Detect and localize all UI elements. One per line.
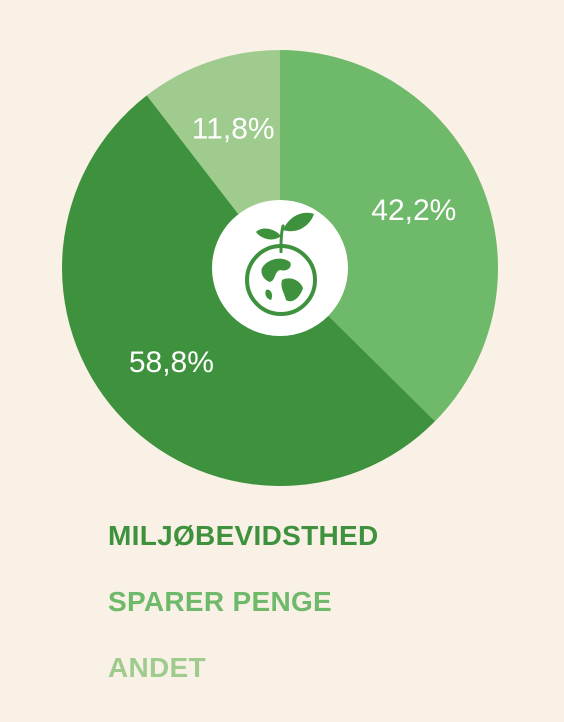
- legend-item-miljobevidsthed: MILJØBEVIDSTHED: [108, 520, 379, 551]
- pie-slice-sparer-penge: [280, 50, 499, 422]
- legend-item-sparer-penge: SPARER PENGE: [108, 586, 333, 617]
- center-badge: [212, 200, 348, 336]
- sprouting-globe-icon: [245, 212, 317, 316]
- pie-slice-label-0: 42,2%: [371, 194, 456, 227]
- pie-slice-label-1: 58,8%: [129, 346, 214, 379]
- chart-legend: MILJØBEVIDSTHED SPARER PENGE ANDET: [108, 518, 379, 716]
- pie-chart-svg: 42,2% 58,8% 11,8%: [62, 50, 499, 486]
- legend-item-andet: ANDET: [108, 652, 206, 683]
- pie-slice-labels: 42,2% 58,8% 11,8%: [129, 113, 457, 379]
- pie-slice-label-2: 11,8%: [192, 113, 275, 146]
